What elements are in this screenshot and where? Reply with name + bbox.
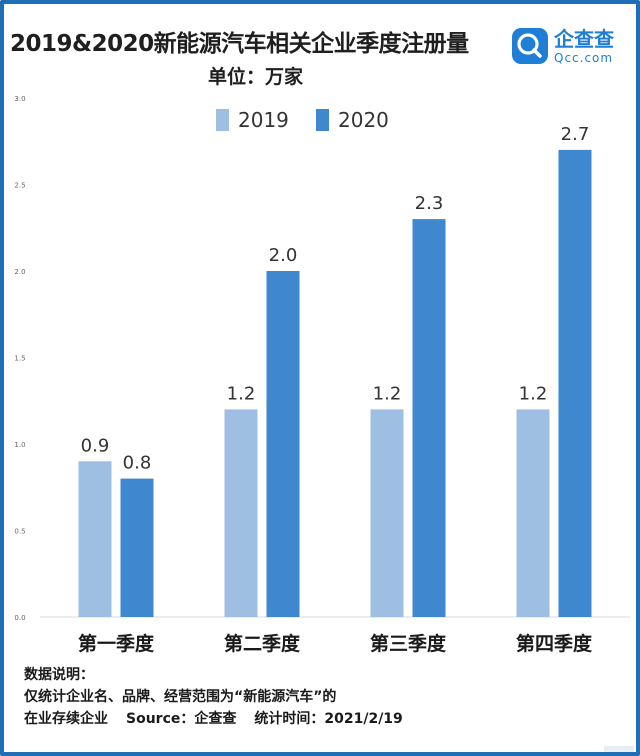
legend-swatch-2019 xyxy=(216,109,229,131)
logo-domain: Qcc.com xyxy=(554,50,614,65)
data-note-source: Source：企查查 xyxy=(126,711,237,727)
y-tick-label: 0.5 xyxy=(14,528,25,536)
bar-2020-3 xyxy=(412,219,446,617)
data-label-2019-1: 0.9 xyxy=(81,435,110,456)
bar-2020-2 xyxy=(266,271,300,617)
y-tick-label: 2.5 xyxy=(14,182,25,190)
bar-chart: 0.0 0.5 1.0 1.5 2.0 2.5 3.0 2019 2020 0.9 0.8 第一季度 1… xyxy=(14,95,630,655)
data-label-2020-1: 0.8 xyxy=(123,453,152,474)
legend-label-2019: 2019 xyxy=(238,108,289,132)
y-tick-label: 0.0 xyxy=(14,614,25,622)
x-category-label: 第四季度 xyxy=(516,632,593,655)
chart-title: 2019&2020新能源汽车相关企业季度注册量 xyxy=(10,31,469,57)
qcc-logo-icon xyxy=(512,28,548,64)
bar-2020-4 xyxy=(558,149,592,617)
data-note: 数据说明： 仅统计企业名、品牌、经营范围为“新能源汽车”的 在业存续企业 Sour… xyxy=(24,664,403,730)
bar-2019-4 xyxy=(516,409,550,617)
data-label-2019-3: 1.2 xyxy=(373,383,402,404)
data-label-2020-4: 2.7 xyxy=(561,124,590,145)
y-tick-label: 1.0 xyxy=(14,441,25,449)
qcc-logo: 企查查 Qcc.com xyxy=(512,28,614,64)
bar-2019-3 xyxy=(370,409,404,617)
y-tick-label: 2.0 xyxy=(14,268,25,276)
data-label-2019-4: 1.2 xyxy=(519,383,548,404)
data-note-line1: 仅统计企业名、品牌、经营范围为“新能源汽车”的 xyxy=(24,689,337,705)
data-label-2020-2: 2.0 xyxy=(269,245,298,266)
x-category-label: 第二季度 xyxy=(224,632,301,655)
legend-label-2020: 2020 xyxy=(338,108,389,132)
y-tick-label: 1.5 xyxy=(14,355,25,363)
corner-watermark xyxy=(604,746,634,752)
data-label-2020-3: 2.3 xyxy=(415,193,444,214)
data-label-2019-2: 1.2 xyxy=(227,383,256,404)
bar-2019-1 xyxy=(78,461,112,617)
x-category-label: 第三季度 xyxy=(370,632,447,655)
bar-2020-1 xyxy=(120,478,154,617)
data-note-line2-prefix: 在业存续企业 xyxy=(24,711,108,727)
data-note-time: 统计时间：2021/2/19 xyxy=(254,711,403,727)
unit-label: 单位：万家 xyxy=(208,66,304,88)
legend-swatch-2020 xyxy=(316,109,329,131)
y-tick-label: 3.0 xyxy=(14,95,25,103)
data-note-line2: 在业存续企业 Source：企查查 统计时间：2021/2/19 xyxy=(24,708,403,730)
bar-2019-2 xyxy=(224,409,258,617)
data-note-heading: 数据说明： xyxy=(24,667,94,683)
x-category-label: 第一季度 xyxy=(78,632,155,655)
logo-name: 企查查 xyxy=(554,26,614,51)
